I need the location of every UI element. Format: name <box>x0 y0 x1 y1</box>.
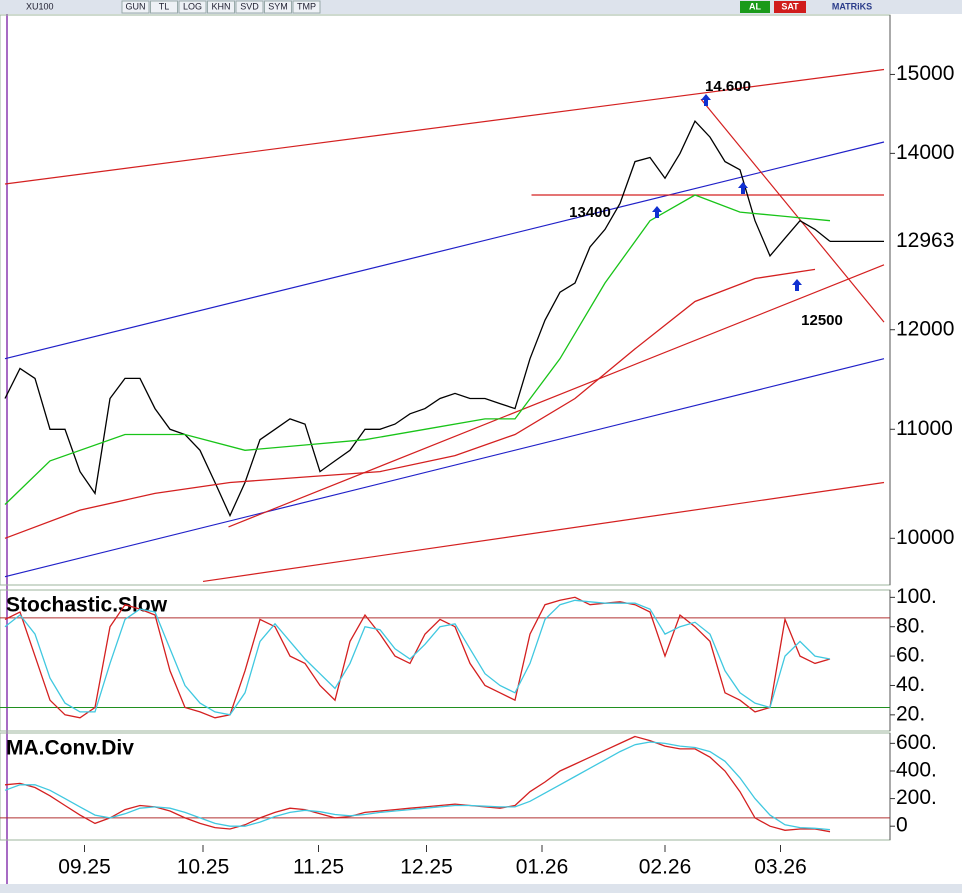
last-value-box <box>892 229 962 254</box>
toolbar-button[interactable] <box>178 0 207 14</box>
toolbar-button-label[interactable]: TL <box>159 1 170 11</box>
sell-button[interactable] <box>774 1 806 13</box>
series-line <box>4 194 831 505</box>
y-tick-label: 14000 <box>896 141 954 164</box>
series-line <box>4 599 831 716</box>
annotation: 13400 <box>569 204 611 221</box>
y-tick-label: 200. <box>896 786 937 809</box>
arrow <box>652 206 662 218</box>
panel <box>0 14 891 586</box>
toolbar-button[interactable] <box>292 0 321 14</box>
y-tick-label: 15000 <box>896 62 954 85</box>
annotation: 14.600 <box>705 78 751 95</box>
y-tick-label: 0 <box>896 814 908 837</box>
panel-title: MA.Conv.Div <box>6 737 134 760</box>
arrow <box>738 182 748 194</box>
series-line <box>4 119 831 518</box>
trend-line <box>4 141 885 360</box>
x-tick-label: 02.26 <box>639 856 692 879</box>
toolbar-button-label[interactable]: KHN <box>211 1 230 11</box>
series-line <box>4 741 831 831</box>
last-value: 12963 <box>896 229 954 252</box>
x-tick-label: 09.25 <box>58 856 111 879</box>
buy-button[interactable] <box>740 1 770 13</box>
toolbar-button-label[interactable]: GUN <box>126 1 146 11</box>
series-line <box>4 735 831 833</box>
trend-line <box>700 98 885 323</box>
symbol: XU100 <box>26 1 54 11</box>
toolbar-button[interactable] <box>207 0 235 14</box>
trend-line <box>4 68 885 185</box>
y-tick-label: 12000 <box>896 317 954 340</box>
toolbar-button-label[interactable]: LOG <box>183 1 202 11</box>
x-tick-label: 11.25 <box>293 856 344 879</box>
x-tick-label: 03.26 <box>754 856 807 879</box>
y-tick-label: 11000 <box>896 417 953 440</box>
x-tick-label: 10.25 <box>177 856 230 879</box>
arrow <box>701 94 711 106</box>
toolbar-button-label[interactable]: SYM <box>268 1 288 11</box>
y-tick-label: 600. <box>896 731 937 754</box>
trend-line <box>228 264 885 528</box>
brand: MATRiKS <box>832 1 872 11</box>
buy-label[interactable]: AL <box>749 1 761 11</box>
trend-line <box>202 481 885 583</box>
toolbar-button[interactable] <box>264 0 292 14</box>
x-tick-label: 12.25 <box>400 856 453 879</box>
series-line <box>4 268 816 539</box>
y-tick-label: 10000 <box>896 526 954 549</box>
sell-label[interactable]: SAT <box>781 1 799 11</box>
y-tick-label: 40. <box>896 673 925 696</box>
y-tick-label: 80. <box>896 614 925 637</box>
arrow <box>792 279 802 291</box>
toolbar-button-label[interactable]: SVD <box>240 1 259 11</box>
y-tick-label: 400. <box>896 759 937 782</box>
y-tick-label: 60. <box>896 644 925 667</box>
toolbar-button[interactable] <box>235 0 264 14</box>
y-tick-label: 20. <box>896 702 925 725</box>
toolbar-button[interactable] <box>121 0 150 14</box>
annotation: 12500 <box>801 312 843 329</box>
x-tick-label: 01.26 <box>516 856 569 879</box>
y-tick-label: 100. <box>896 585 937 608</box>
panel-title: Stochastic.Slow <box>6 594 168 617</box>
toolbar-button-label[interactable]: TMP <box>297 1 316 11</box>
toolbar-button[interactable] <box>150 0 178 14</box>
trend-line <box>4 358 885 578</box>
status-bar <box>0 884 962 893</box>
